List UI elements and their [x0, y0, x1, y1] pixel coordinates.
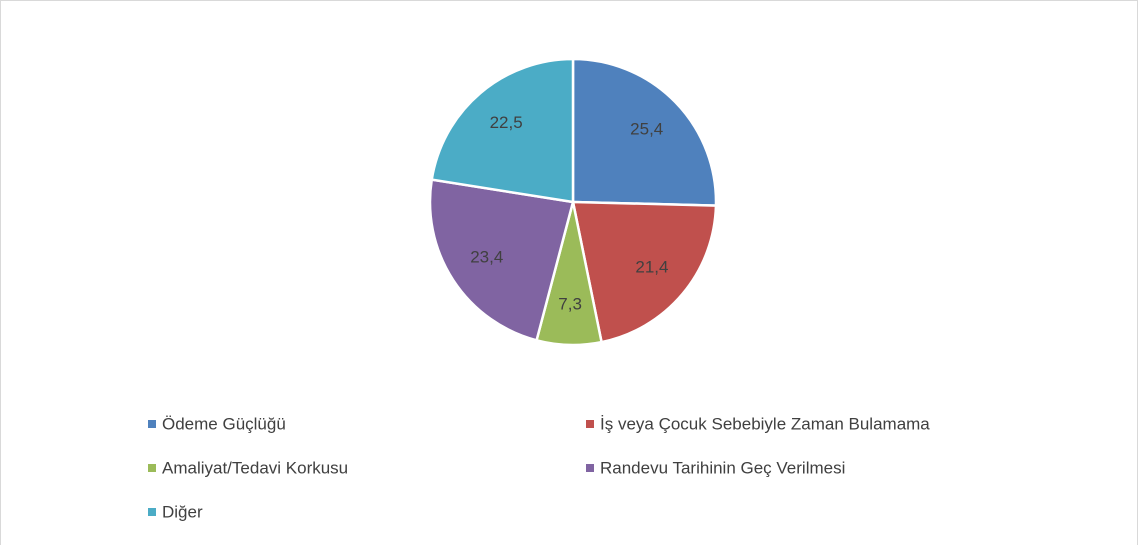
legend-marker: [586, 420, 594, 428]
data-label: 23,4: [470, 248, 503, 267]
legend-marker: [586, 464, 594, 472]
data-label: 21,4: [635, 258, 668, 277]
data-label: 7,3: [558, 294, 582, 313]
legend-marker: [148, 420, 156, 428]
data-label: 25,4: [630, 120, 663, 139]
legend-label: Diğer: [162, 502, 203, 521]
legend-label: İş veya Çocuk Sebebiyle Zaman Bulamama: [600, 414, 930, 433]
legend-marker: [148, 464, 156, 472]
legend-marker: [148, 508, 156, 516]
pie-slice: [571, 57, 718, 207]
data-label: 22,5: [490, 113, 523, 132]
legend-label: Randevu Tarihinin Geç Verilmesi: [600, 458, 845, 477]
legend-label: Ödeme Güçlüğü: [162, 414, 286, 433]
pie-slice: [428, 178, 575, 342]
pie-slice: [571, 200, 718, 344]
pie-slice: [430, 57, 575, 204]
legend-label: Amaliyat/Tedavi Korkusu: [162, 458, 348, 477]
